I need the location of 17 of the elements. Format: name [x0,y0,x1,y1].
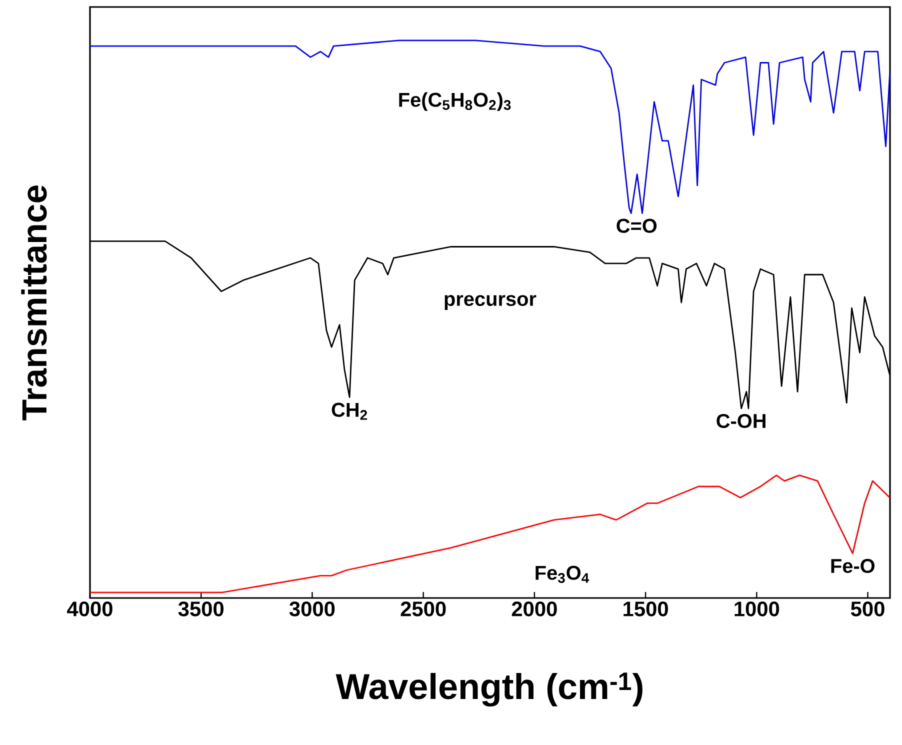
x-tick-label: 1000 [734,602,780,616]
x-axis-title: Wavelength (cm$^{-1}$) [336,672,642,707]
x-tick-label: 3000 [289,602,335,616]
x-tick-label: 4000 [67,602,112,616]
annotation: Fe-O [831,558,875,574]
x-tick-label: 3500 [178,602,224,616]
x-tick-label: 500 [850,602,884,616]
text: Fe(C$_{5}$H$_{8}$O$_{2}$)$_{3}$ [399,92,511,111]
text: precursor [444,295,536,310]
x-tick-label: 1500 [624,602,668,616]
x-tick-label: 2500 [400,602,446,616]
annotation: C=O [616,218,657,233]
series-label: Fe$_{3}$O$_{4}$ [536,566,590,583]
x-tick-label: 2000 [512,602,557,616]
annotation: CH$_{2}$ [332,402,368,420]
annotation: C-OH [716,414,766,428]
y-axis-title: Transmittance [21,185,47,420]
